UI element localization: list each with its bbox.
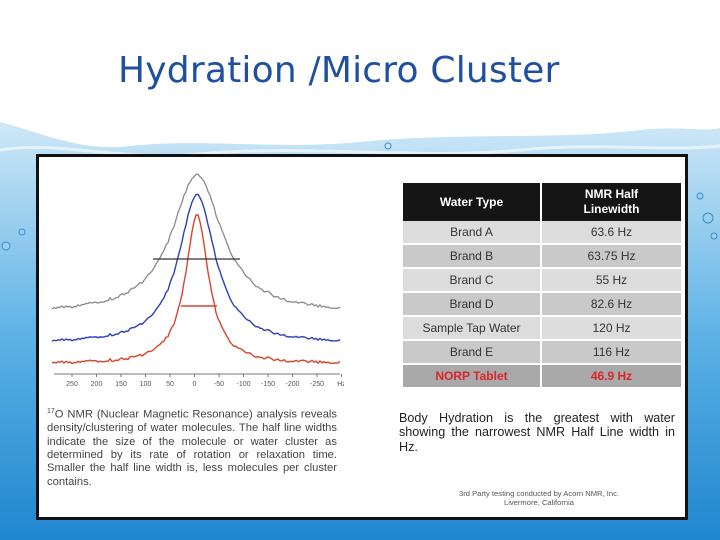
spectrum-curve-gray	[51, 173, 341, 310]
axis-tick-label: Hz	[337, 381, 344, 388]
spectrum-curve-blue	[51, 193, 341, 342]
table-header-row: Water Type NMR Half Linewidth	[403, 183, 681, 221]
header-water-type: Water Type	[403, 183, 542, 221]
caption-text: O NMR (Nuclear Magnetic Resonance) analy…	[47, 408, 337, 488]
axis-tick-label: -200	[285, 381, 299, 388]
row-linewidth-value: 55 Hz	[541, 268, 681, 293]
row-water-type: Brand B	[403, 244, 542, 269]
row-linewidth-value: 63.6 Hz	[541, 221, 681, 245]
hydration-note: Body Hydration is the greatest with wate…	[399, 411, 675, 454]
table-row: Brand E 116 Hz	[403, 340, 681, 365]
axis-tick-label: -150	[261, 381, 275, 388]
row-linewidth-value: 82.6 Hz	[541, 292, 681, 317]
row-water-type: Brand D	[403, 292, 542, 317]
table-row: Brand C 55 Hz	[403, 268, 681, 293]
nmr-caption: 17O NMR (Nuclear Magnetic Resonance) ana…	[47, 405, 337, 489]
table-row-highlighted: NORP Tablet 46.9 Hz	[403, 364, 681, 389]
axis-tick-label: 150	[115, 381, 127, 388]
water-droplet-icon	[384, 142, 392, 150]
row-water-type: Brand C	[403, 268, 542, 293]
row-linewidth-value: 116 Hz	[541, 340, 681, 365]
axis-tick-label: 200	[91, 381, 103, 388]
nmr-spectrum-figure: 250 200 150 100 50 0 -50 -100 -150 -200 -250 Hz	[51, 173, 344, 388]
credit-line-2: Livermore, California	[503, 498, 575, 508]
nmr-results-table: Water Type NMR Half Linewidth Brand A 63.6…	[403, 183, 681, 389]
row-linewidth-value: 120 Hz	[541, 316, 681, 341]
header-nmr-line2: Linewidth	[583, 202, 640, 216]
row-water-type: Brand A	[403, 221, 542, 245]
axis-tick-label: 100	[140, 381, 152, 388]
axis-tick-label: -250	[310, 381, 324, 388]
axis-tick-label: -100	[236, 381, 250, 388]
credit-line-1: 3rd Party testing conducted by Acorn NMR…	[459, 489, 619, 498]
header-nmr-line1: NMR Half	[584, 187, 639, 201]
water-droplet-icon	[710, 232, 718, 240]
row-water-type: Sample Tap Water	[403, 316, 542, 341]
spectrum-curve-red	[51, 214, 341, 365]
nmr-content-panel: 250 200 150 100 50 0 -50 -100 -150 -200 -250 Hz 17O…	[36, 154, 688, 520]
page-title: Hydration /Micro Cluster	[118, 50, 560, 91]
water-droplet-icon	[696, 192, 704, 200]
row-water-type: Brand E	[403, 340, 542, 365]
testing-credit: 3rd Party testing conducted by Acorn NMR…	[399, 489, 679, 507]
axis-tick-label: 0	[193, 381, 197, 388]
table-row: Brand D 82.6 Hz	[403, 292, 681, 317]
table-row: Brand B 63.75 Hz	[403, 244, 681, 269]
axis-tick-label: 50	[166, 381, 174, 388]
spectrum-axis-ticks: 250 200 150 100 50 0 -50 -100 -150 -200 -250 Hz	[66, 374, 344, 388]
water-droplet-icon	[18, 228, 26, 236]
table-row: Brand A 63.6 Hz	[403, 221, 681, 245]
table-row: Sample Tap Water 120 Hz	[403, 316, 681, 341]
row-water-type: NORP Tablet	[403, 364, 542, 389]
isotope-superscript: 17	[47, 408, 55, 415]
row-linewidth-value: 63.75 Hz	[541, 244, 681, 269]
axis-tick-label: 250	[66, 381, 78, 388]
header-nmr-half-linewidth: NMR Half Linewidth	[541, 183, 681, 221]
axis-tick-label: -50	[214, 381, 224, 388]
row-linewidth-value: 46.9 Hz	[541, 364, 681, 389]
water-droplet-icon	[1, 241, 11, 251]
water-droplet-icon	[702, 212, 714, 224]
